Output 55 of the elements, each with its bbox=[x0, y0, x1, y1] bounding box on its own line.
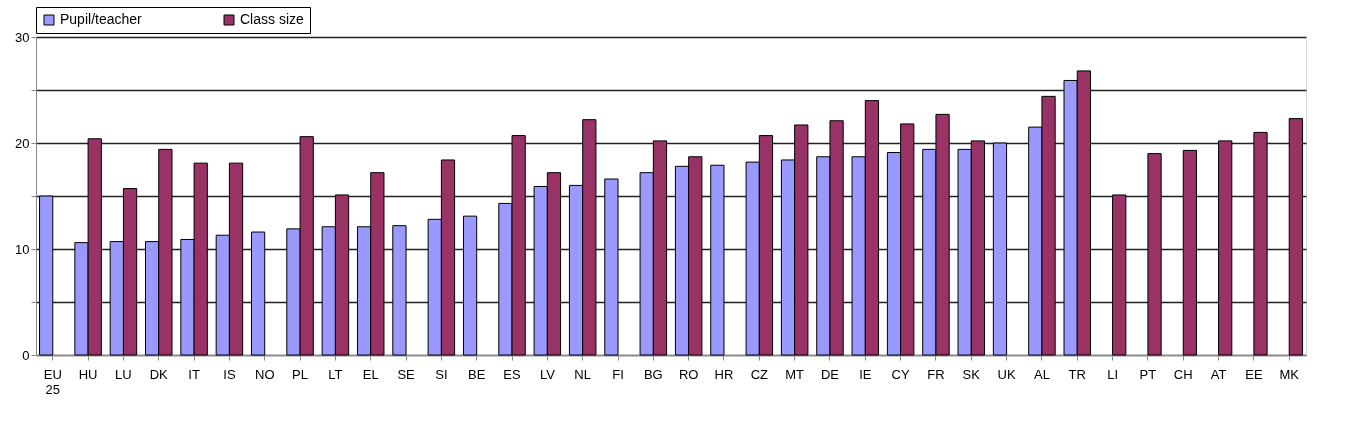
x-tick-label: CY bbox=[891, 366, 910, 382]
legend-label: Pupil/teacher bbox=[60, 11, 143, 27]
bar bbox=[39, 195, 54, 356]
x-tick-label: FR bbox=[927, 366, 945, 382]
x-tick-label: BE bbox=[468, 366, 486, 382]
x-tick-label: LT bbox=[328, 366, 343, 382]
bar bbox=[462, 215, 478, 356]
bar bbox=[1112, 194, 1127, 356]
bar bbox=[1147, 153, 1162, 356]
x-tick-label: IE bbox=[859, 366, 872, 382]
bar bbox=[1253, 131, 1268, 356]
bar bbox=[710, 164, 725, 356]
x-tick-label: IT bbox=[188, 366, 200, 382]
x-tick-label: NO bbox=[254, 366, 275, 382]
x-tick-label: AL bbox=[1033, 366, 1050, 382]
x-tick-label: SK bbox=[962, 366, 981, 382]
x-tick-label: CZ bbox=[750, 366, 769, 382]
bar bbox=[992, 142, 1008, 356]
bar bbox=[392, 225, 407, 356]
bar bbox=[1182, 149, 1197, 356]
bar bbox=[1218, 140, 1233, 356]
x-tick-label: MK bbox=[1279, 366, 1300, 382]
x-tick-label: EL bbox=[362, 366, 379, 382]
x-tick-label: CH bbox=[1173, 366, 1193, 382]
x-tick-label: FI bbox=[612, 366, 624, 382]
bar bbox=[250, 231, 266, 356]
x-tick-label: HU bbox=[78, 366, 98, 382]
x-tick-label: HR bbox=[714, 366, 734, 382]
x-tick-label: DK bbox=[149, 366, 169, 382]
x-tick-label: IS bbox=[223, 366, 236, 382]
x-tick-label: SE bbox=[397, 366, 416, 382]
x-tick-label: BG bbox=[643, 366, 663, 382]
x-tick-label: TR bbox=[1068, 366, 1086, 382]
bar bbox=[604, 178, 619, 356]
x-tick-label: SI bbox=[435, 366, 448, 382]
x-tick-label: EU 25 bbox=[43, 366, 62, 397]
x-tick-label: UK bbox=[997, 366, 1016, 382]
x-tick-label: LV bbox=[539, 366, 556, 382]
x-tick-label: LI bbox=[1107, 366, 1119, 382]
x-tick-label: MT bbox=[785, 366, 805, 382]
legend-label: Class size bbox=[240, 11, 305, 27]
x-tick-label: PL bbox=[292, 366, 309, 382]
y-tick-label: 0 bbox=[22, 347, 30, 363]
x-tick-label: LU bbox=[115, 366, 132, 382]
x-tick-label: PT bbox=[1139, 366, 1157, 382]
y-tick-label: 10 bbox=[15, 241, 30, 257]
x-tick-label: NL bbox=[574, 366, 591, 382]
x-tick-label: DE bbox=[820, 366, 840, 382]
y-tick-label: 20 bbox=[15, 135, 30, 151]
x-tick-label: ES bbox=[503, 366, 522, 382]
y-tick-label: 30 bbox=[15, 29, 30, 45]
x-tick-label: AT bbox=[1210, 366, 1227, 382]
bar bbox=[1288, 118, 1303, 356]
x-tick-label: EE bbox=[1245, 366, 1263, 382]
x-tick-label: RO bbox=[678, 366, 699, 382]
